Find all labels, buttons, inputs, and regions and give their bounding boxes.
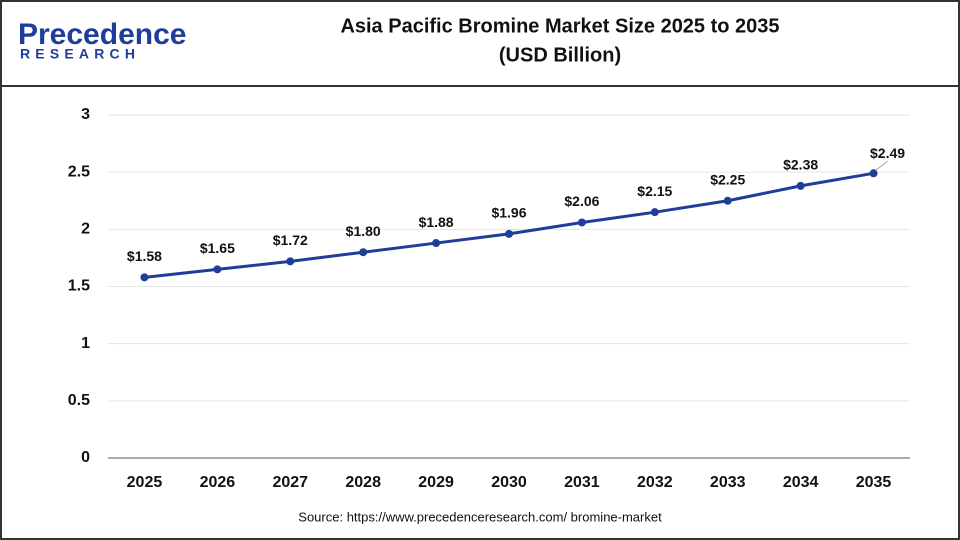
x-tick-label: 2031 (564, 474, 600, 491)
y-tick-label: 3 (81, 106, 90, 123)
value-label: $1.72 (273, 232, 308, 248)
point (723, 196, 732, 205)
logo-name: Precedence (18, 18, 186, 51)
value-label: $1.58 (127, 248, 162, 264)
source: Source: https://www.precedenceresearch.c… (298, 509, 662, 524)
logo-tagline: RESEARCH (20, 46, 140, 62)
y-tick-label: 2.5 (68, 163, 90, 180)
x-tick-label: 2027 (272, 474, 308, 491)
point (213, 265, 222, 274)
y-tick-label: 2 (81, 221, 90, 238)
value-label: $2.38 (783, 157, 818, 173)
y-tick-label: 1 (81, 335, 90, 352)
point (432, 239, 441, 248)
value-label: $1.96 (491, 205, 526, 221)
x-tick-label: 2033 (710, 474, 746, 491)
point (505, 229, 513, 238)
label-leader (875, 160, 888, 171)
value-label: $2.15 (637, 183, 672, 199)
y-tick-label: 0 (81, 449, 90, 466)
x-tick-label: 2035 (856, 474, 892, 491)
point (650, 208, 659, 217)
point (286, 257, 295, 266)
value-label: $1.88 (419, 214, 454, 230)
point (577, 218, 586, 227)
chart-subtitle: (USD Billion) (499, 44, 621, 66)
x-tick-label: 2028 (345, 474, 381, 491)
point (359, 248, 368, 257)
value-label: $1.80 (346, 223, 381, 239)
x-tick-label: 2029 (418, 474, 454, 491)
value-label: $2.49 (870, 145, 905, 161)
value-label: $2.06 (564, 193, 599, 209)
x-tick-label: 2025 (127, 474, 163, 491)
x-tick-label: 2026 (200, 474, 236, 491)
point (140, 273, 149, 282)
x-tick-label: 2030 (491, 474, 527, 491)
y-tick-label: 1.5 (68, 278, 90, 295)
point (869, 169, 878, 178)
value-label: $2.25 (710, 171, 745, 187)
value-label: $1.65 (200, 240, 235, 256)
y-tick-label: 0.5 (68, 392, 90, 409)
chart-title: Asia Pacific Bromine Market Size 2025 to… (340, 15, 779, 37)
point (796, 181, 805, 190)
x-tick-label: 2034 (783, 474, 819, 491)
x-tick-label: 2032 (637, 474, 673, 491)
